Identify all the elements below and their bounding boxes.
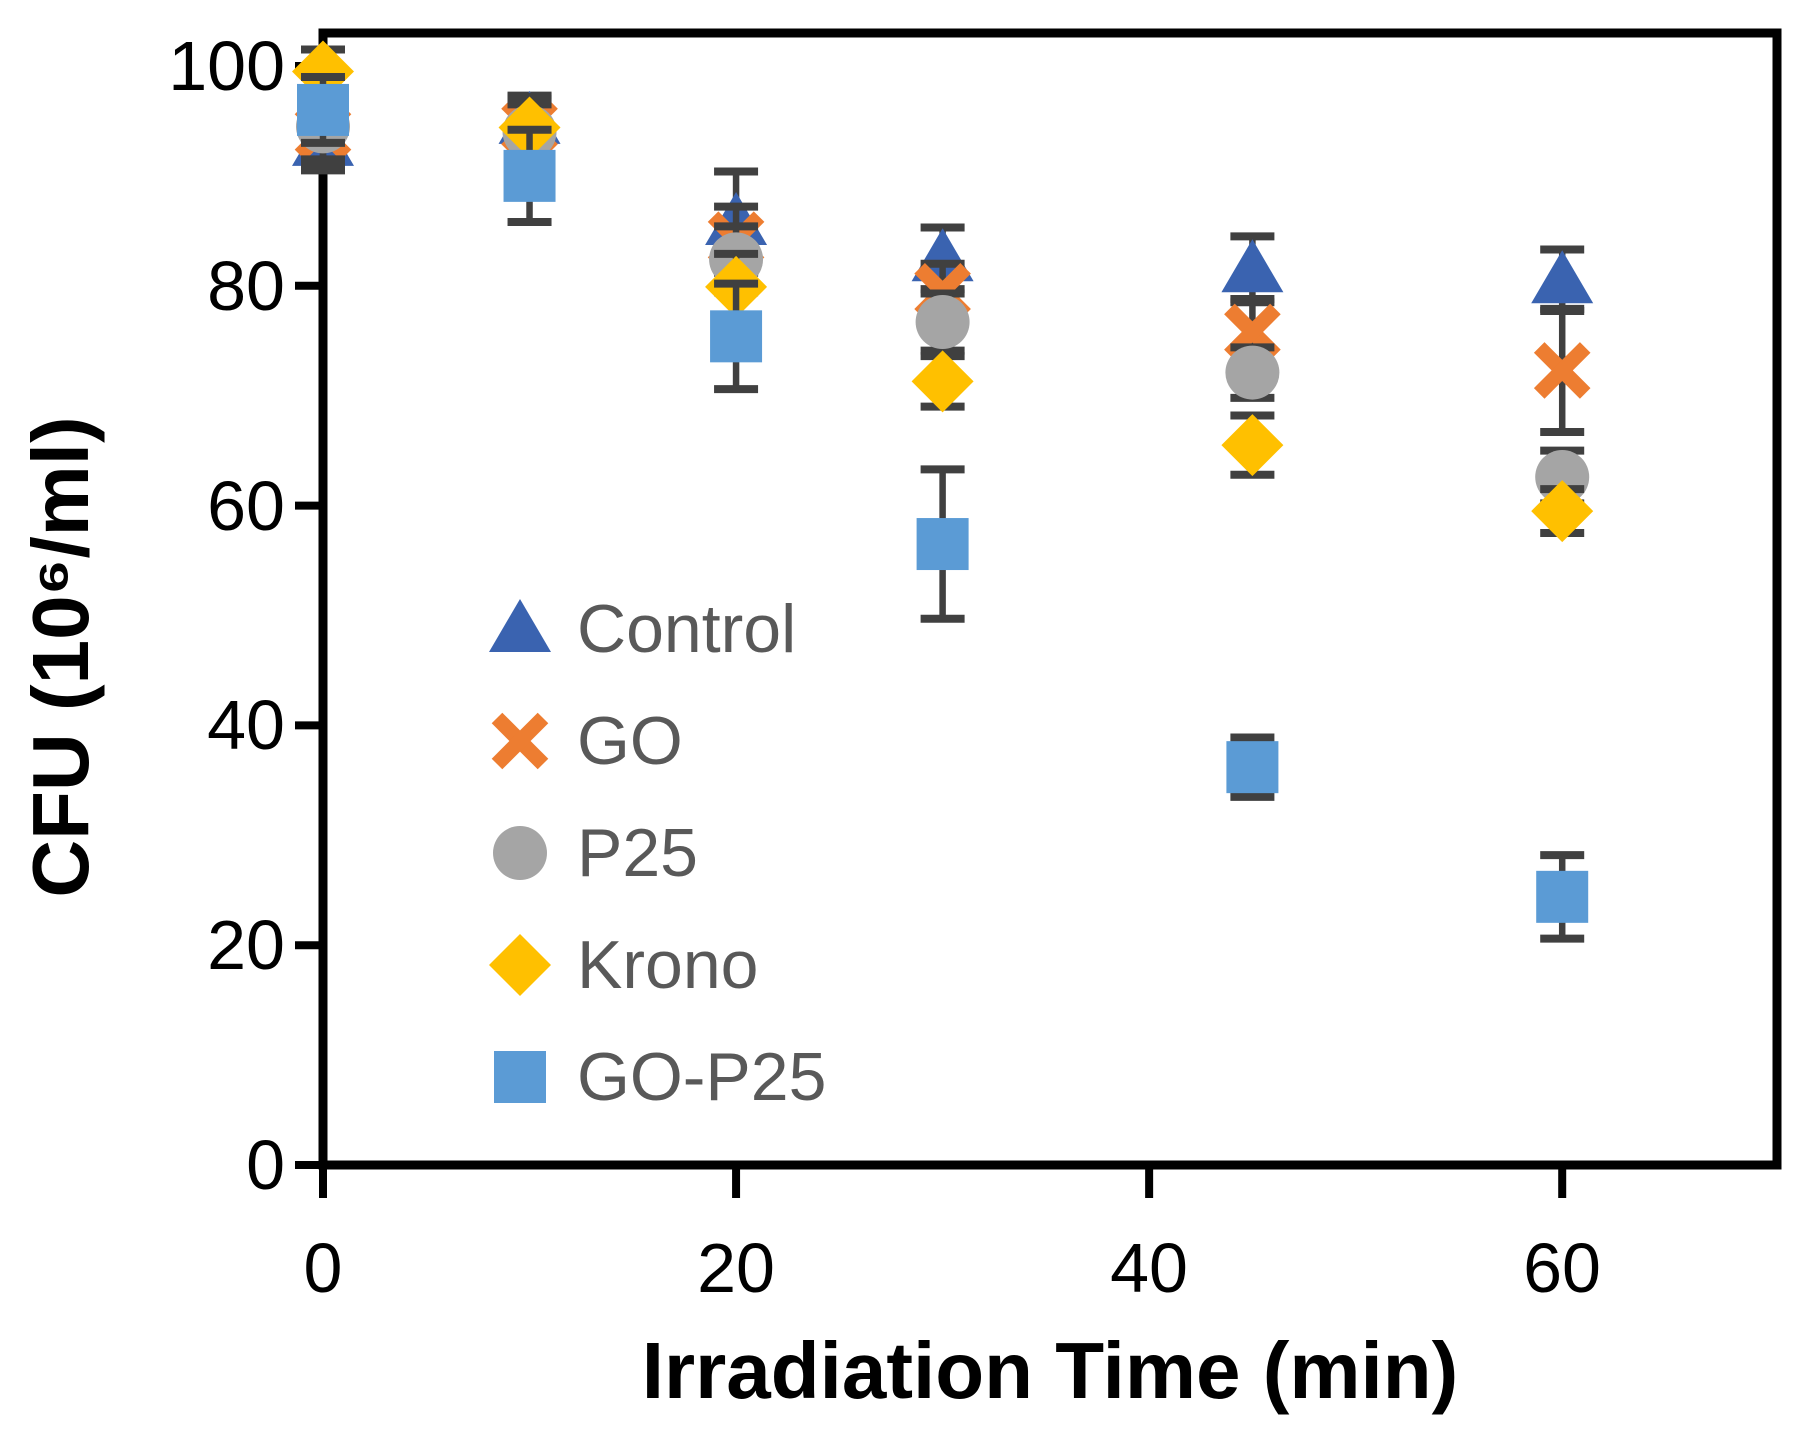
- square-marker: [503, 149, 556, 202]
- x-tick-label: 40: [1110, 1229, 1188, 1307]
- y-tick-label: 60: [207, 467, 285, 545]
- y-tick-label: 0: [246, 1126, 285, 1204]
- diamond-marker: [1531, 480, 1594, 543]
- square-marker: [297, 83, 349, 136]
- legend-item-p25: P25: [487, 817, 826, 889]
- legend-label: Krono: [577, 927, 759, 1003]
- x-axis-title: Irradiation Time (min): [642, 1326, 1458, 1415]
- y-tick-label: 100: [168, 27, 285, 105]
- circle-marker: [915, 295, 970, 350]
- diamond-marker: [489, 934, 551, 996]
- legend-label: Control: [577, 591, 797, 667]
- diamond-marker: [1221, 414, 1284, 477]
- circle-marker: [1225, 345, 1280, 400]
- triangle-marker: [1221, 239, 1284, 293]
- triangle-marker: [1531, 250, 1594, 304]
- control-triangle-icon: [489, 599, 551, 652]
- series-p25: [296, 89, 1590, 508]
- square-marker: [1226, 741, 1279, 794]
- legend-item-krono: Krono: [487, 929, 826, 1001]
- y-tick-label: 40: [207, 686, 285, 764]
- legend-label: GO-P25: [577, 1039, 827, 1115]
- krono-diamond-icon: [489, 934, 551, 996]
- legend-label: GO: [577, 703, 683, 779]
- legend-item-go-p25: GO-P25: [487, 1041, 826, 1113]
- x-marker: [491, 712, 549, 770]
- square-marker: [916, 518, 969, 571]
- chart-content: [292, 40, 1594, 1198]
- circle-marker: [493, 826, 547, 880]
- square-marker: [494, 1051, 546, 1103]
- y-axis-title: CFU (10⁶/ml): [16, 416, 105, 897]
- legend-item-control: Control: [487, 593, 826, 665]
- x-tick-label: 60: [1523, 1229, 1601, 1307]
- x-tick-label: 0: [304, 1229, 343, 1307]
- square-marker: [710, 310, 763, 363]
- go-x-icon: [491, 712, 549, 770]
- x-tick-label: 20: [697, 1229, 775, 1307]
- plot-frame: [318, 28, 1782, 1170]
- x-marker: [1533, 342, 1591, 399]
- series-go-p25: [297, 72, 1589, 943]
- legend-label: P25: [577, 815, 698, 891]
- legend-item-go: GO: [487, 705, 826, 777]
- legend: Control GO P25 Krono GO-P25: [487, 593, 826, 1153]
- p25-circle-icon: [493, 826, 547, 880]
- axis-ticks: [295, 61, 1567, 1198]
- y-tick-label: 20: [207, 906, 285, 984]
- y-tick-label: 80: [207, 247, 285, 325]
- diamond-marker: [911, 350, 974, 413]
- go-p25-square-icon: [494, 1051, 546, 1103]
- triangle-marker: [489, 599, 551, 652]
- square-marker: [1536, 870, 1589, 923]
